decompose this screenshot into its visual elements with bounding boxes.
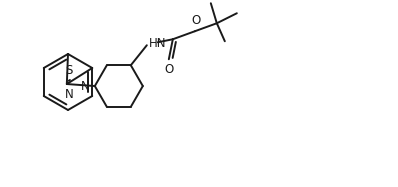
Text: N: N: [65, 88, 74, 101]
Text: N: N: [81, 79, 90, 93]
Text: O: O: [164, 63, 174, 76]
Text: S: S: [65, 64, 72, 77]
Text: O: O: [191, 14, 201, 27]
Text: HN: HN: [149, 37, 166, 50]
